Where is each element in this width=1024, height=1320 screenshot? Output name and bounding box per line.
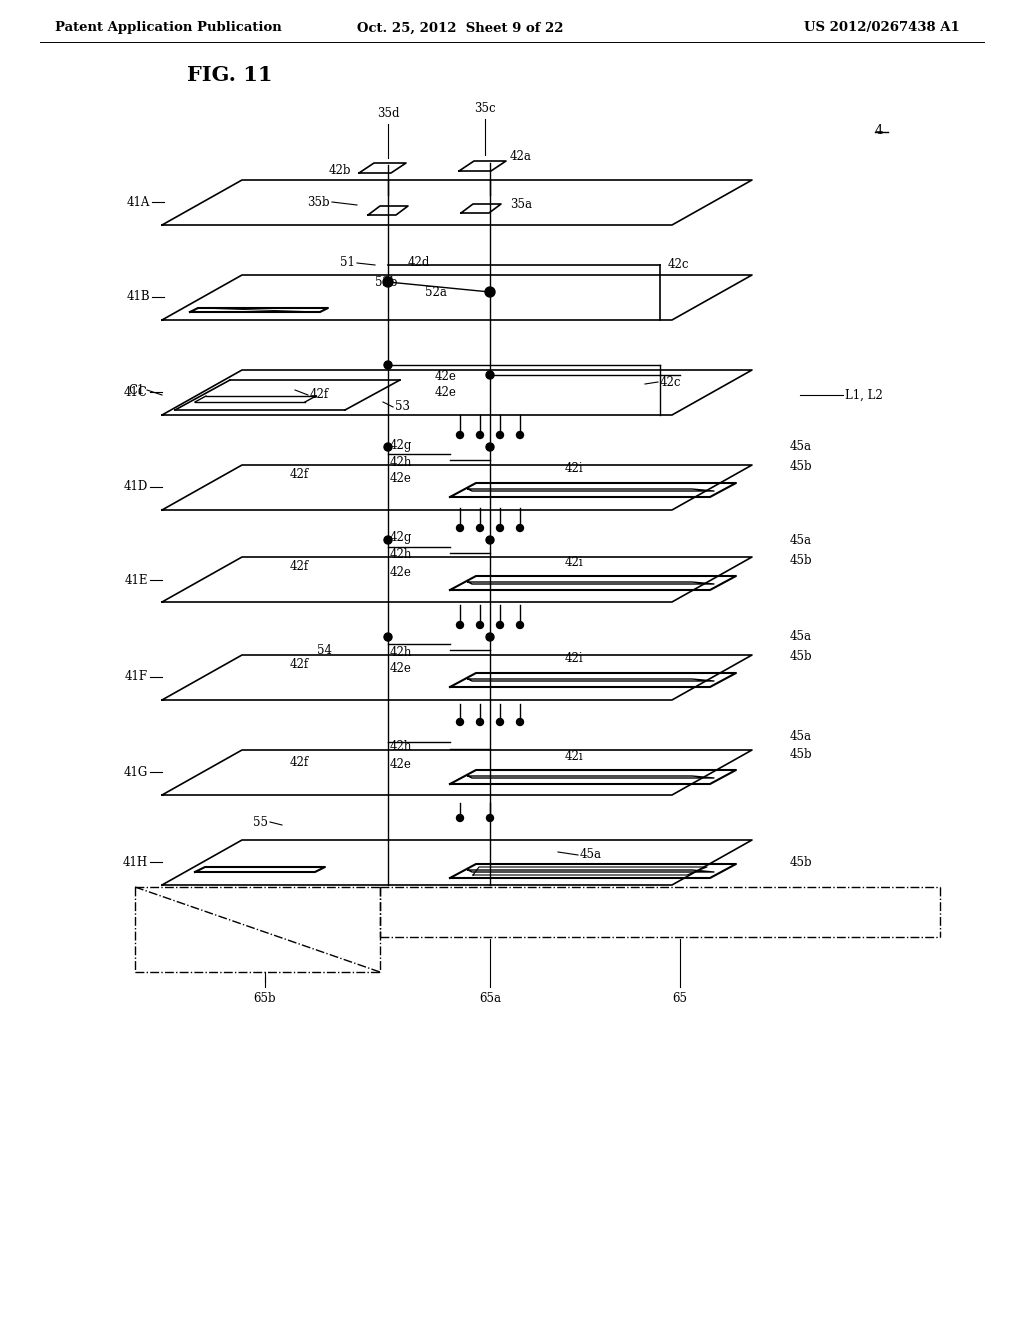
Circle shape <box>486 536 494 544</box>
Text: US 2012/0267438 A1: US 2012/0267438 A1 <box>804 21 961 34</box>
Text: 42h: 42h <box>390 741 413 754</box>
Circle shape <box>476 432 483 438</box>
Text: 42h: 42h <box>390 645 413 659</box>
Text: C1: C1 <box>129 384 145 396</box>
Text: 42i: 42i <box>565 462 584 475</box>
Circle shape <box>497 432 504 438</box>
Circle shape <box>457 524 464 532</box>
Text: 45a: 45a <box>580 849 602 862</box>
Circle shape <box>384 444 392 451</box>
Text: 41B: 41B <box>126 290 150 304</box>
Text: 42f: 42f <box>290 657 309 671</box>
Text: 42e: 42e <box>390 473 412 486</box>
Text: 42e: 42e <box>390 663 412 676</box>
Text: 45a: 45a <box>790 631 812 644</box>
Circle shape <box>497 718 504 726</box>
Circle shape <box>486 371 494 379</box>
Text: 42d: 42d <box>408 256 430 268</box>
Text: 42f: 42f <box>310 388 329 401</box>
Circle shape <box>384 634 392 642</box>
Circle shape <box>457 622 464 628</box>
Text: 42e: 42e <box>390 758 412 771</box>
Circle shape <box>384 360 392 370</box>
Text: 41D: 41D <box>124 480 148 494</box>
Text: 42i: 42i <box>565 751 584 763</box>
Text: 41G: 41G <box>124 766 148 779</box>
Text: 41C: 41C <box>124 385 148 399</box>
Text: 45b: 45b <box>790 553 813 566</box>
Text: 65b: 65b <box>254 993 276 1005</box>
Circle shape <box>476 718 483 726</box>
Text: 42g: 42g <box>390 532 413 544</box>
Circle shape <box>497 622 504 628</box>
Text: 65: 65 <box>673 993 687 1005</box>
Text: 41A: 41A <box>127 195 150 209</box>
Text: Patent Application Publication: Patent Application Publication <box>55 21 282 34</box>
Circle shape <box>486 444 494 451</box>
Text: 42g: 42g <box>390 438 413 451</box>
Text: 51: 51 <box>340 256 355 269</box>
Text: 42e: 42e <box>390 565 412 578</box>
Circle shape <box>485 286 495 297</box>
Text: 65a: 65a <box>479 993 501 1005</box>
Circle shape <box>486 634 494 642</box>
Text: 42i: 42i <box>565 652 584 665</box>
Text: 45b: 45b <box>790 651 813 664</box>
Circle shape <box>476 622 483 628</box>
Text: 4: 4 <box>874 124 884 136</box>
Circle shape <box>476 524 483 532</box>
Text: 42i: 42i <box>565 556 584 569</box>
Text: 52b: 52b <box>375 276 397 289</box>
Text: 45b: 45b <box>790 461 813 474</box>
Text: 42f: 42f <box>290 467 309 480</box>
Text: 45a: 45a <box>790 441 812 454</box>
Text: 42h: 42h <box>390 455 413 469</box>
Text: 53: 53 <box>395 400 410 413</box>
Circle shape <box>516 524 523 532</box>
Text: 42h: 42h <box>390 549 413 561</box>
Text: 45a: 45a <box>790 533 812 546</box>
Text: 42c: 42c <box>668 259 689 272</box>
Circle shape <box>516 718 523 726</box>
Text: 41H: 41H <box>123 855 148 869</box>
Circle shape <box>457 718 464 726</box>
Text: L1, L2: L1, L2 <box>845 388 883 401</box>
Text: 42f: 42f <box>290 561 309 573</box>
Circle shape <box>383 277 393 286</box>
Text: 55: 55 <box>253 816 268 829</box>
Circle shape <box>516 622 523 628</box>
Circle shape <box>384 536 392 544</box>
Text: 35c: 35c <box>474 102 496 115</box>
Circle shape <box>457 432 464 438</box>
Text: 41E: 41E <box>125 573 148 586</box>
Text: 52a: 52a <box>425 285 446 298</box>
Text: 45b: 45b <box>790 855 813 869</box>
Text: 54: 54 <box>317 644 333 656</box>
Text: 35a: 35a <box>510 198 532 211</box>
Circle shape <box>516 432 523 438</box>
Circle shape <box>457 814 464 821</box>
Text: 42b: 42b <box>329 164 351 177</box>
Text: 45b: 45b <box>790 748 813 762</box>
Circle shape <box>486 814 494 821</box>
Text: 35d: 35d <box>377 107 399 120</box>
Circle shape <box>497 524 504 532</box>
Text: 42c: 42c <box>660 375 682 388</box>
Text: Oct. 25, 2012  Sheet 9 of 22: Oct. 25, 2012 Sheet 9 of 22 <box>356 21 563 34</box>
Text: 42f: 42f <box>290 755 309 768</box>
Text: 42a: 42a <box>510 150 531 164</box>
Text: 45a: 45a <box>790 730 812 743</box>
Text: 42e: 42e <box>435 387 457 400</box>
Text: 42e: 42e <box>435 371 457 384</box>
Text: 35b: 35b <box>307 195 330 209</box>
Text: 41F: 41F <box>125 671 148 684</box>
Text: FIG. 11: FIG. 11 <box>187 65 272 84</box>
